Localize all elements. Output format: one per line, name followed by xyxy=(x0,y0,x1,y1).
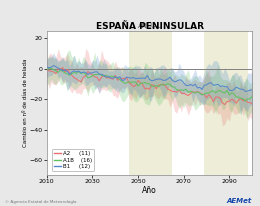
Bar xyxy=(204,31,248,175)
Bar xyxy=(129,31,172,175)
Text: AEMet: AEMet xyxy=(227,198,252,204)
Title: ESPAÑA PENINSULAR: ESPAÑA PENINSULAR xyxy=(95,22,204,31)
Text: © Agencia Estatal de Meteorología: © Agencia Estatal de Meteorología xyxy=(5,200,77,204)
Legend: A2     (11), A1B    (16), B1     (12): A2 (11), A1B (16), B1 (12) xyxy=(52,149,94,171)
Text: ANUAL: ANUAL xyxy=(138,23,161,29)
Y-axis label: Cambio en nº de días de helada: Cambio en nº de días de helada xyxy=(23,59,28,147)
X-axis label: Año: Año xyxy=(142,186,157,195)
